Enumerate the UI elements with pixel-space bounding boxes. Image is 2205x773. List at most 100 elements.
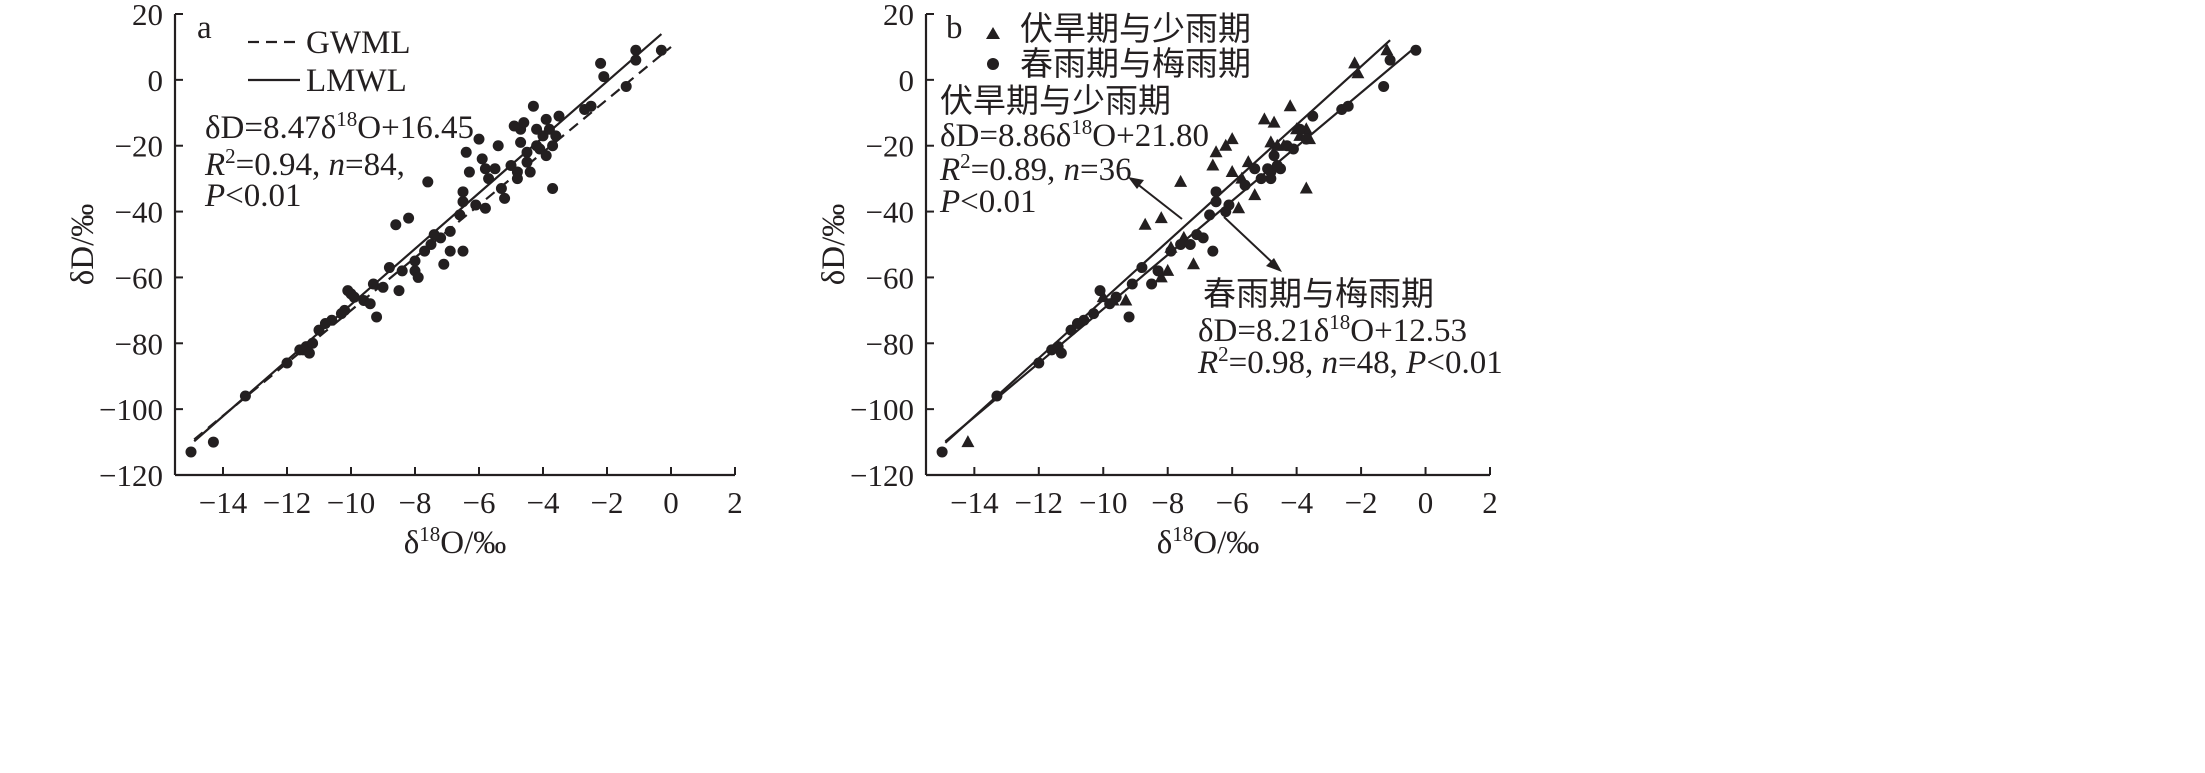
circle-point	[438, 258, 450, 270]
y-tick-label: −20	[115, 129, 163, 164]
circle-point	[419, 245, 431, 257]
panel-b-wet-title: 春雨期与梅雨期	[1203, 276, 1434, 313]
circle-point	[1204, 209, 1216, 221]
x-tick-label: 0	[663, 485, 679, 520]
y-tick-label: −100	[850, 392, 914, 427]
triangle-point	[1096, 290, 1110, 303]
circle-point	[540, 150, 552, 162]
circle-point	[1300, 133, 1312, 145]
circle-point	[367, 278, 379, 290]
triangle-point	[1248, 188, 1262, 201]
y-tick-label: 0	[899, 63, 915, 98]
circle-point	[1071, 318, 1083, 330]
triangle-point	[1225, 132, 1239, 145]
triangle-point	[1119, 293, 1133, 306]
panel-b-wet-stats: R2=0.98, n=48, P<0.01	[1197, 342, 1503, 381]
arrow-to-wet-line	[1223, 216, 1276, 266]
circle-point	[540, 113, 552, 125]
legend-lmwl-label: LMWL	[306, 63, 407, 99]
y-tick-label: −80	[866, 326, 914, 361]
triangle-point	[1209, 145, 1223, 158]
regression-line	[944, 39, 1391, 444]
circle-point	[339, 304, 351, 316]
legend-gwml-label: GWML	[306, 25, 410, 61]
circle-point	[483, 173, 495, 185]
circle-point	[207, 436, 219, 448]
y-tick-label: −40	[866, 195, 914, 230]
panel-b-dry-p-value: P<0.01	[939, 184, 1037, 220]
circle-point	[1184, 239, 1196, 250]
circle-point	[521, 156, 533, 168]
circle-point	[1268, 150, 1280, 162]
x-tick-label: −12	[263, 485, 311, 520]
triangle-point	[1299, 181, 1313, 194]
panel-a-axes: −14 −12 −10 −8 −6 −4 −2 0 2200−20−40−60−80−100−1…	[65, 0, 743, 561]
x-axis-label: δ18O/‰	[1157, 522, 1260, 561]
panel-b-dry-title: 伏旱期与少雨期	[940, 83, 1171, 120]
circle-point	[518, 117, 530, 129]
circle-point	[476, 153, 488, 165]
x-tick-label: −10	[327, 485, 375, 520]
panel-a-data-points	[185, 44, 667, 458]
triangle-point	[1257, 112, 1271, 125]
y-tick-label: −120	[99, 458, 163, 493]
panel-b-letter: b	[946, 10, 963, 46]
panel-b-wet-equation-block: 春雨期与梅雨期 δD=8.21δ18O+12.53 R2=0.98, n=48,…	[1197, 276, 1503, 381]
x-tick-label: −2	[591, 485, 624, 520]
circle-point	[1165, 245, 1177, 257]
circle-point	[1265, 173, 1277, 185]
circle-point	[1223, 199, 1235, 211]
circle-point	[371, 311, 383, 323]
triangle-point	[1161, 263, 1175, 276]
panel-a-r2-n: R2=0.94, n=84,	[204, 144, 405, 183]
circle-point	[460, 146, 472, 158]
circle-point	[454, 209, 466, 221]
x-tick-label: −10	[1079, 485, 1127, 520]
panel-b-wet-equation: δD=8.21δ18O+12.53	[1198, 310, 1467, 349]
circle-point	[444, 225, 456, 237]
circle-point	[1307, 110, 1319, 122]
circle-point	[457, 245, 469, 257]
y-tick-label: 0	[148, 63, 164, 98]
y-tick-label: −120	[850, 458, 914, 493]
circle-point	[1210, 196, 1222, 208]
circle-point	[470, 199, 482, 211]
panel-b-data-points	[936, 43, 1422, 458]
panel-b-dry-r2-n: R2=0.89, n=36	[939, 149, 1132, 188]
circle-point	[473, 133, 485, 145]
circle-point	[1207, 245, 1219, 257]
circle-point	[595, 57, 607, 69]
circle-point	[1378, 80, 1390, 92]
circle-point	[1255, 173, 1267, 185]
x-tick-label: −8	[1151, 485, 1184, 520]
y-tick-label: −40	[115, 195, 163, 230]
triangle-point	[1241, 155, 1255, 168]
circle-point	[1146, 278, 1158, 290]
circle-point	[463, 166, 475, 178]
circle-point	[319, 318, 331, 330]
y-tick-label: −20	[866, 129, 914, 164]
x-tick-label: −6	[1216, 485, 1249, 520]
circle-point	[492, 140, 504, 152]
circle-point	[444, 245, 456, 257]
circle-point	[499, 192, 511, 204]
circle-point	[377, 281, 389, 293]
triangle-point	[1351, 66, 1365, 79]
y-tick-label: −60	[866, 260, 914, 295]
circle-point	[1410, 44, 1422, 56]
circle-point	[630, 44, 642, 56]
panel-a-equation-block: δD=8.47δ18O+16.45 R2=0.94, n=84, P<0.01	[204, 107, 474, 214]
y-tick-label: 20	[132, 0, 163, 32]
circle-point	[991, 390, 1003, 402]
panel-a-letter: a	[197, 10, 212, 46]
circle-point	[1033, 357, 1045, 369]
y-tick-label: −80	[115, 326, 163, 361]
x-tick-label: −4	[1280, 485, 1313, 520]
circle-point	[1210, 186, 1222, 198]
circle-point	[1136, 262, 1148, 274]
circle-point	[422, 176, 434, 188]
triangle-point	[1264, 135, 1278, 148]
circle-point	[547, 140, 559, 152]
circle-point	[936, 446, 948, 458]
